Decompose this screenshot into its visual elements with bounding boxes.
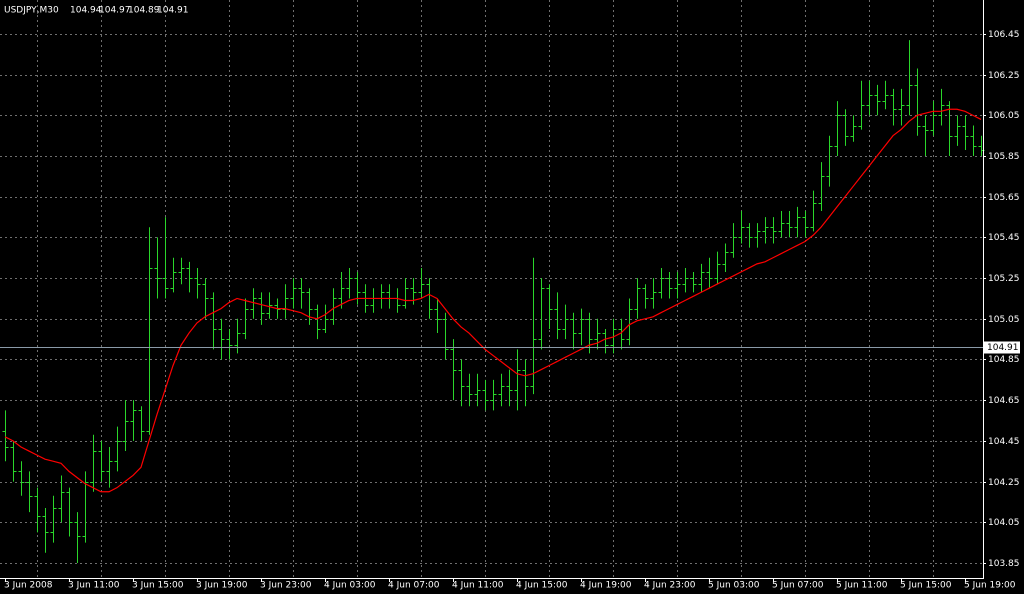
header-value: 104.91	[157, 6, 189, 16]
current-price-box	[984, 341, 1020, 354]
x-tick-label: 3 Jun 23:00	[260, 581, 312, 591]
y-tick-label: 104.85	[988, 355, 1020, 365]
y-tick-label: 104.25	[988, 478, 1020, 488]
y-tick-label: 103.85	[988, 559, 1020, 569]
y-tick-label: 104.65	[988, 396, 1020, 406]
header-value: 104.89	[128, 6, 160, 16]
x-tick-label: 5 Jun 19:00	[964, 581, 1016, 591]
y-tick-label: 105.85	[988, 152, 1020, 162]
x-tick-label: 4 Jun 23:00	[644, 581, 696, 591]
x-tick-label: 4 Jun 03:00	[324, 581, 376, 591]
header-value: 104.97	[99, 6, 131, 16]
x-tick-label: 3 Jun 19:00	[196, 581, 248, 591]
current-price-label: 104.91	[987, 343, 1019, 353]
x-tick-label: 5 Jun 07:00	[772, 581, 824, 591]
header-value: 104.94	[70, 6, 102, 16]
y-tick-label: 105.05	[988, 315, 1020, 325]
x-tick-label: 3 Jun 15:00	[132, 581, 184, 591]
x-tick-label: 4 Jun 11:00	[452, 581, 504, 591]
y-tick-label: 106.05	[988, 111, 1020, 121]
x-tick-label: 4 Jun 07:00	[388, 581, 440, 591]
y-tick-label: 105.65	[988, 193, 1020, 203]
y-tick-label: 105.45	[988, 233, 1020, 243]
y-tick-label: 106.45	[988, 30, 1020, 40]
x-tick-label: 5 Jun 03:00	[708, 581, 760, 591]
marks	[0, 40, 985, 563]
y-tick-label: 104.05	[988, 518, 1020, 528]
x-tick-label: 3 Jun 11:00	[68, 581, 120, 591]
y-tick-label: 106.25	[988, 71, 1020, 81]
x-tick-label: 3 Jun 2008	[4, 581, 53, 591]
moving-average	[4, 108, 982, 493]
y-tick-label: 105.25	[988, 274, 1020, 284]
x-tick-label: 5 Jun 15:00	[900, 581, 952, 591]
x-tick-label: 5 Jun 11:00	[836, 581, 888, 591]
x-tick-label: 4 Jun 19:00	[580, 581, 632, 591]
labels: USDJPY,M30 104.94104.97104.89104.91106.4…	[4, 6, 1020, 591]
y-tick-label: 104.45	[988, 437, 1020, 447]
chart-title: USDJPY,M30	[4, 6, 59, 16]
x-tick-label: 4 Jun 15:00	[516, 581, 568, 591]
